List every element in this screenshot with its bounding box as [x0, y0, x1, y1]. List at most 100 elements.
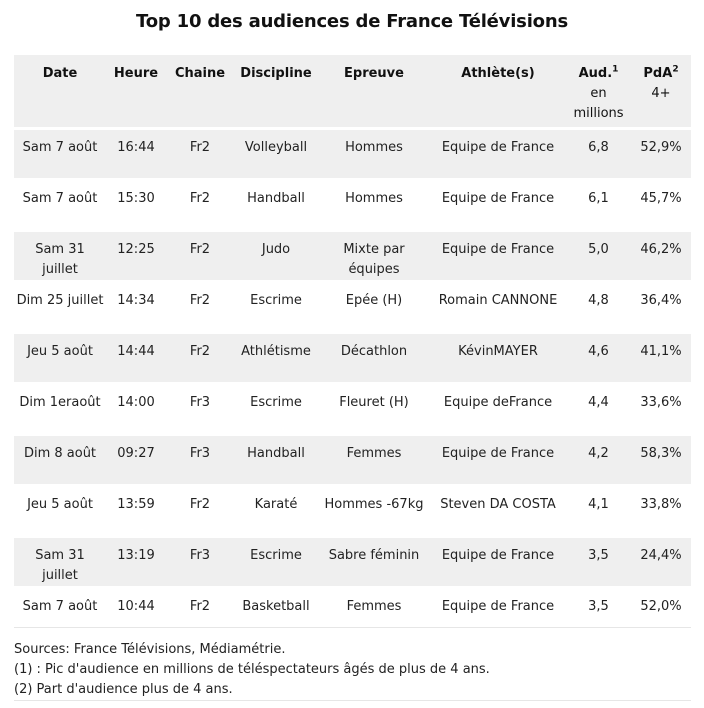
cell-chaine: Fr2	[166, 228, 234, 281]
cell-discipline: Escrime	[234, 534, 318, 587]
cell-aud: 6,1	[566, 177, 631, 230]
cell-date: Dim 8 août	[14, 432, 106, 485]
cell-discipline: Volleyball	[234, 126, 318, 179]
cell-epreuve: Sabre féminin	[318, 534, 430, 587]
header-pda-footnote: 2	[672, 64, 679, 75]
cell-athletes: Equipe de France	[430, 126, 566, 179]
cell-discipline: Athlétisme	[234, 330, 318, 383]
cell-epreuve: Epée (H)	[318, 279, 430, 332]
footnote-2: (2) Part d'audience plus de 4 ans.	[14, 682, 233, 697]
cell-date: Sam 31 juillet	[14, 534, 106, 587]
table-row: Sam 31 juillet 13:19 Fr3 Escrime Sabre fémin…	[14, 534, 691, 587]
table-row: Sam 31 juillet 12:25 Fr2 Judo Mixte par équi…	[14, 228, 691, 281]
header-heure: Heure	[106, 55, 166, 129]
cell-chaine: Fr3	[166, 381, 234, 434]
header-date: Date	[14, 55, 106, 129]
cell-date: Jeu 5 août	[14, 330, 106, 383]
table-header-row: Date Heure Chaine Discipline Epreuve Ath…	[14, 55, 691, 129]
cell-athletes: Equipe de France	[430, 534, 566, 587]
cell-aud: 5,0	[566, 228, 631, 281]
cell-aud: 4,4	[566, 381, 631, 434]
cell-athletes: Romain CANNONE	[430, 279, 566, 332]
divider-bottom	[14, 700, 691, 701]
cell-athletes: Equipe deFrance	[430, 381, 566, 434]
cell-epreuve: Hommes	[318, 126, 430, 179]
table-row: Sam 7 août 16:44 Fr2 Volleyball Hommes Equipe…	[14, 126, 691, 179]
footnotes: Sources: France Télévisions, Médiamétrie…	[14, 640, 490, 700]
cell-athletes: KévinMAYER	[430, 330, 566, 383]
header-athletes: Athlète(s)	[430, 55, 566, 129]
cell-date: Dim 1eraoût	[14, 381, 106, 434]
cell-aud: 4,6	[566, 330, 631, 383]
cell-pda: 36,4%	[631, 279, 691, 332]
cell-chaine: Fr2	[166, 585, 234, 638]
cell-chaine: Fr2	[166, 483, 234, 536]
cell-discipline: Karaté	[234, 483, 318, 536]
table-row: Dim 25 juillet 14:34 Fr2 Escrime Epée (H) Rom…	[14, 279, 691, 332]
header-aud-label: Aud.	[578, 66, 613, 81]
table-row: Dim 8 août 09:27 Fr3 Handball Femmes Equipe d…	[14, 432, 691, 485]
cell-heure: 14:44	[106, 330, 166, 383]
cell-athletes: Equipe de France	[430, 432, 566, 485]
cell-aud: 4,2	[566, 432, 631, 485]
cell-pda: 58,3%	[631, 432, 691, 485]
header-epreuve: Epreuve	[318, 55, 430, 129]
cell-athletes: Equipe de France	[430, 177, 566, 230]
cell-date: Jeu 5 août	[14, 483, 106, 536]
cell-date: Sam 31 juillet	[14, 228, 106, 281]
cell-epreuve: Femmes	[318, 585, 430, 638]
cell-discipline: Escrime	[234, 381, 318, 434]
table-row: Jeu 5 août 13:59 Fr2 Karaté Hommes -67kg Stev…	[14, 483, 691, 536]
cell-chaine: Fr2	[166, 279, 234, 332]
cell-pda: 41,1%	[631, 330, 691, 383]
cell-date: Sam 7 août	[14, 126, 106, 179]
table-row: Sam 7 août 10:44 Fr2 Basketball Femmes Equipe…	[14, 585, 691, 638]
cell-heure: 13:59	[106, 483, 166, 536]
cell-epreuve: Hommes	[318, 177, 430, 230]
table-title: Top 10 des audiences de France Télévisio…	[136, 11, 568, 32]
cell-athletes: Steven DA COSTA	[430, 483, 566, 536]
cell-heure: 10:44	[106, 585, 166, 638]
header-aud-footnote: 1	[612, 64, 619, 75]
cell-pda: 45,7%	[631, 177, 691, 230]
cell-pda: 46,2%	[631, 228, 691, 281]
cell-pda: 52,9%	[631, 126, 691, 179]
header-pda-unit: 4+	[651, 86, 671, 101]
cell-chaine: Fr2	[166, 126, 234, 179]
header-pda: PdA2 4+	[631, 55, 691, 129]
header-chaine: Chaine	[166, 55, 234, 129]
table-row: Jeu 5 août 14:44 Fr2 Athlétisme Décathlon Kév…	[14, 330, 691, 383]
table-row: Dim 1eraoût 14:00 Fr3 Escrime Fleuret (H) Equ…	[14, 381, 691, 434]
cell-pda: 52,0%	[631, 585, 691, 638]
divider	[14, 627, 691, 628]
cell-heure: 12:25	[106, 228, 166, 281]
cell-date: Sam 7 août	[14, 585, 106, 638]
cell-chaine: Fr3	[166, 432, 234, 485]
cell-epreuve: Fleuret (H)	[318, 381, 430, 434]
cell-aud: 3,5	[566, 534, 631, 587]
cell-epreuve: Femmes	[318, 432, 430, 485]
table-row: Sam 7 août 15:30 Fr2 Handball Hommes Equipe d…	[14, 177, 691, 230]
cell-pda: 33,6%	[631, 381, 691, 434]
cell-aud: 4,1	[566, 483, 631, 536]
cell-chaine: Fr2	[166, 177, 234, 230]
footnote-1: (1) : Pic d'audience en millions de télé…	[14, 662, 490, 677]
cell-chaine: Fr2	[166, 330, 234, 383]
cell-discipline: Handball	[234, 177, 318, 230]
cell-heure: 14:00	[106, 381, 166, 434]
audience-table: Date Heure Chaine Discipline Epreuve Ath…	[14, 55, 691, 638]
cell-heure: 14:34	[106, 279, 166, 332]
cell-epreuve: Hommes -67kg	[318, 483, 430, 536]
cell-discipline: Basketball	[234, 585, 318, 638]
cell-date: Sam 7 août	[14, 177, 106, 230]
header-aud-unit: en millions	[573, 86, 624, 121]
cell-date: Dim 25 juillet	[14, 279, 106, 332]
cell-chaine: Fr3	[166, 534, 234, 587]
cell-aud: 6,8	[566, 126, 631, 179]
sources-note: Sources: France Télévisions, Médiamétrie…	[14, 642, 286, 657]
cell-heure: 13:19	[106, 534, 166, 587]
cell-discipline: Judo	[234, 228, 318, 281]
cell-heure: 09:27	[106, 432, 166, 485]
cell-discipline: Handball	[234, 432, 318, 485]
